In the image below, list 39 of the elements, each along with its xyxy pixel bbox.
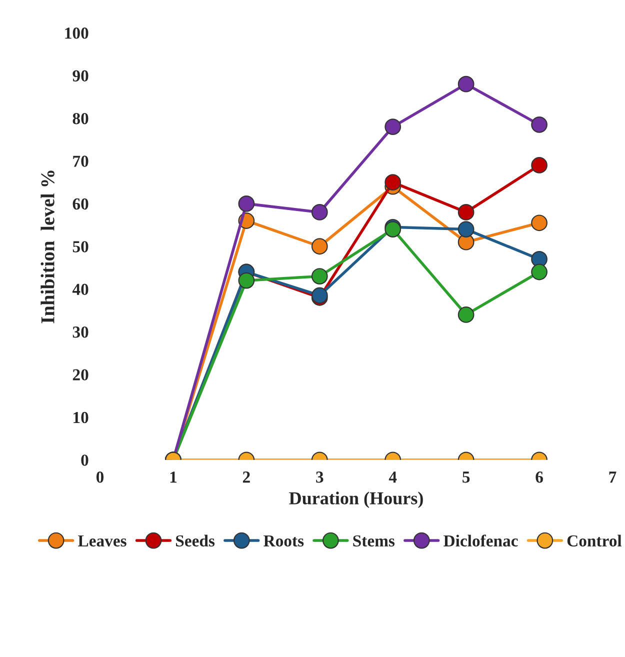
y-tick-label: 10 (74, 412, 88, 424)
legend-label: Roots (264, 535, 304, 547)
point (531, 214, 548, 232)
y-tick-label: 80 (72, 112, 88, 124)
point (531, 157, 548, 174)
point (458, 306, 474, 323)
point (238, 272, 255, 289)
legend-label: Leaves (78, 535, 126, 547)
legend-label: Control (567, 534, 622, 547)
x-tick-label: 0 (96, 471, 104, 483)
x-tick-label: 2 (242, 472, 250, 483)
legend-label: Diclofenac (444, 534, 518, 547)
y-tick-label: 50 (72, 241, 88, 252)
legend-label: Seeds (176, 534, 215, 547)
y-tick-label: 30 (72, 326, 88, 338)
y-tick-label: 20 (72, 369, 88, 380)
x-tick-label: 6 (536, 472, 543, 483)
y-tick-label: 70 (73, 156, 88, 167)
y-tick-label: 90 (72, 70, 88, 82)
legend-label: Stems (353, 535, 395, 547)
y-tick-label: 40 (72, 284, 88, 296)
y-tick-label: 60 (72, 198, 88, 210)
point (458, 221, 474, 238)
point (311, 204, 328, 220)
y-tick-label: 100 (65, 28, 88, 39)
x-tick-label: 7 (609, 472, 616, 483)
x-axis-title: Duration (Hours) (289, 492, 423, 508)
x-tick-label: 3 (316, 472, 324, 483)
x-tick-label: 1 (170, 472, 177, 483)
point (311, 268, 328, 284)
y-axis-title: Inhibition level % (40, 170, 54, 324)
y-tick-label: 0 (81, 454, 88, 466)
point (311, 238, 328, 255)
point (458, 204, 474, 220)
point (238, 195, 255, 212)
x-tick-label: 5 (462, 472, 470, 483)
point (384, 174, 402, 191)
x-tick-label: 4 (388, 472, 397, 483)
point (531, 264, 548, 280)
